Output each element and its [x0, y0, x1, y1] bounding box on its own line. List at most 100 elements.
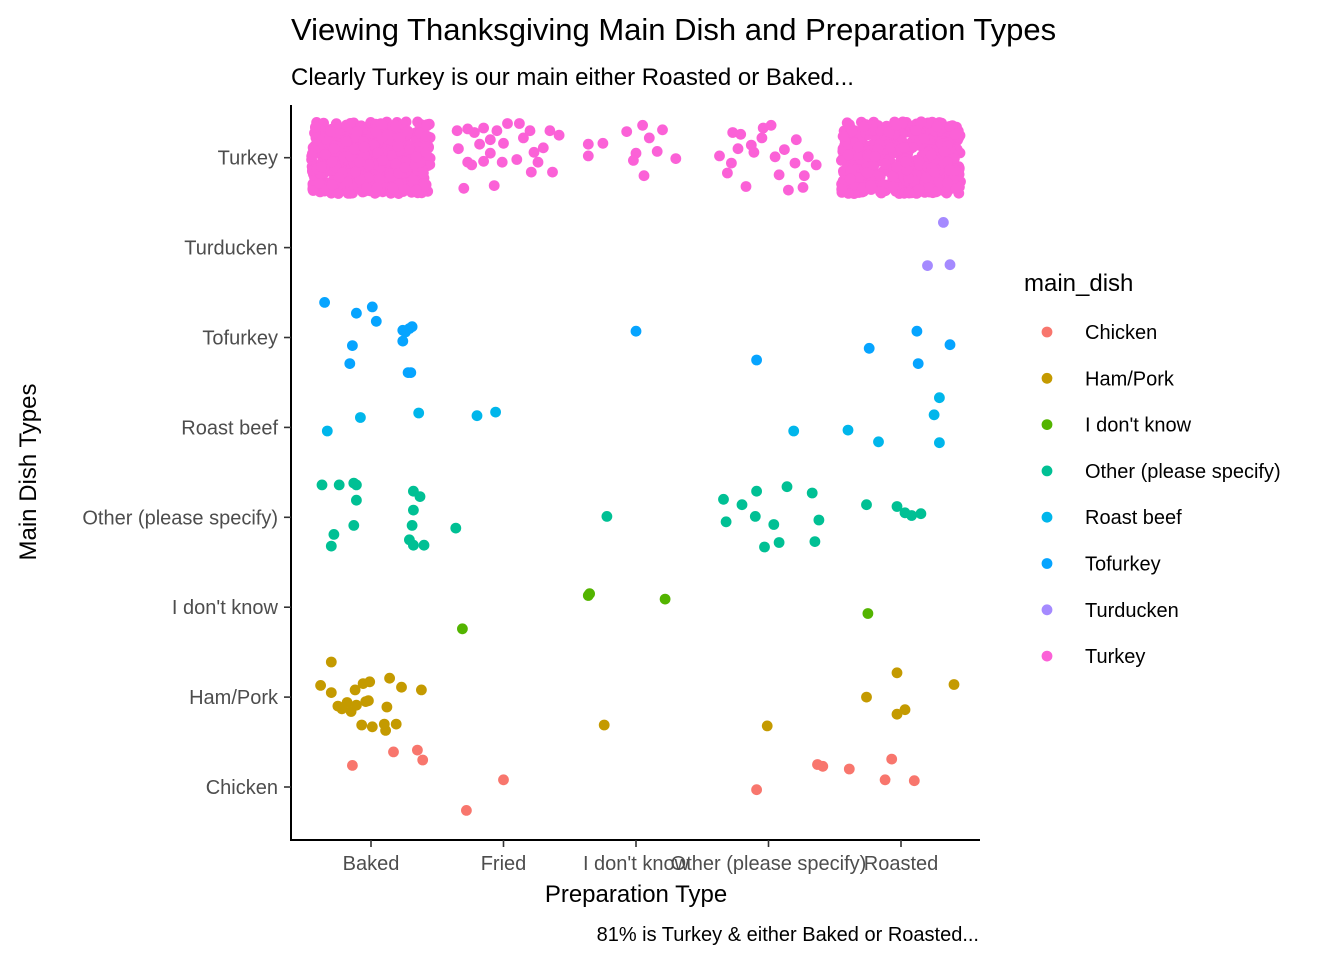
chart-caption: 81% is Turkey & either Baked or Roasted.…	[597, 924, 979, 946]
data-point	[862, 608, 874, 619]
data-point	[790, 134, 802, 146]
data-point	[900, 156, 912, 168]
legend-item-roast-beef: Roast beef	[1041, 507, 1182, 529]
data-point	[474, 138, 485, 150]
data-point	[412, 744, 423, 756]
data-point	[842, 149, 854, 161]
data-point	[364, 676, 376, 688]
data-point	[853, 172, 864, 183]
data-point	[628, 155, 639, 166]
data-point	[751, 354, 762, 366]
series-other-please-specify	[316, 477, 927, 553]
y-tick-label-i-don-t-know: I don't know	[172, 597, 279, 619]
chart-subtitle: Clearly Turkey is our main either Roaste…	[291, 64, 854, 91]
data-point	[418, 539, 430, 551]
data-point	[891, 667, 903, 679]
data-point	[411, 184, 422, 196]
data-point	[659, 593, 671, 605]
data-point	[319, 297, 330, 308]
data-point	[408, 504, 419, 516]
data-point	[462, 156, 474, 168]
data-point	[325, 540, 337, 552]
data-point	[385, 150, 397, 161]
data-point	[885, 142, 896, 154]
data-point	[781, 481, 793, 493]
legend-label-other-please-specify: Other (please specify)	[1085, 461, 1281, 483]
data-point	[944, 259, 956, 271]
x-tick-label-fried: Fried	[481, 853, 527, 875]
data-point	[914, 159, 926, 171]
legend-key-tofurkey	[1041, 558, 1053, 569]
data-point	[726, 157, 737, 169]
data-point	[651, 146, 663, 157]
data-point	[922, 260, 933, 271]
data-point	[915, 116, 927, 128]
x-tick-label-i-don-t-know: I don't know	[583, 853, 690, 875]
data-point	[912, 358, 924, 369]
data-point	[351, 494, 362, 506]
data-point	[326, 156, 338, 168]
data-point	[908, 775, 920, 787]
data-point	[528, 146, 540, 158]
data-point	[891, 119, 902, 131]
data-point	[842, 424, 854, 436]
data-point	[348, 520, 360, 531]
data-point	[751, 784, 762, 796]
data-point	[582, 138, 594, 150]
data-point	[769, 151, 781, 163]
data-point	[366, 301, 378, 313]
y-axis-title: Main Dish Types	[15, 384, 42, 561]
data-point	[363, 159, 375, 171]
data-point	[484, 134, 496, 146]
legend-key-turkey	[1041, 650, 1053, 662]
legend-key-roast-beef	[1041, 511, 1053, 523]
data-point	[457, 623, 468, 635]
data-point	[413, 407, 425, 419]
data-point	[817, 760, 829, 772]
data-point	[798, 170, 810, 182]
data-point	[421, 120, 433, 132]
series-chicken	[347, 744, 920, 816]
y-tick-label-tofurkey: Tofurkey	[202, 328, 278, 350]
data-point	[469, 127, 480, 138]
data-point	[756, 132, 768, 144]
data-point	[880, 158, 891, 170]
data-point	[351, 307, 362, 319]
data-point	[930, 186, 942, 198]
data-point	[783, 184, 794, 196]
data-point	[718, 493, 729, 505]
data-point	[387, 182, 399, 194]
data-point	[458, 182, 470, 194]
data-point	[356, 719, 368, 731]
data-point	[888, 180, 899, 192]
data-point	[934, 392, 945, 404]
data-point	[899, 704, 911, 716]
data-point	[471, 410, 483, 422]
data-point	[537, 142, 549, 154]
data-point	[363, 695, 374, 707]
data-point	[765, 119, 777, 131]
data-point	[351, 699, 362, 711]
legend: main_dish Chicken Ham/Pork I don't know Oth…	[1024, 270, 1281, 668]
data-point	[891, 161, 902, 173]
legend-item-ham-pork: Ham/Pork	[1041, 368, 1175, 390]
data-point	[844, 173, 856, 185]
data-point	[643, 132, 655, 144]
data-point	[392, 140, 404, 152]
data-point	[942, 177, 953, 189]
data-point	[354, 156, 366, 168]
data-point	[399, 162, 411, 173]
data-point	[598, 719, 610, 731]
data-point	[768, 519, 780, 530]
data-point	[852, 141, 864, 153]
data-point	[910, 124, 922, 136]
data-point	[307, 185, 319, 196]
data-point	[532, 156, 544, 168]
legend-label-i-don-t-know: I don't know	[1085, 415, 1192, 437]
data-point	[306, 150, 318, 162]
data-point	[869, 151, 881, 163]
y-tick-label-roast-beef: Roast beef	[181, 417, 278, 439]
data-point	[773, 169, 785, 181]
data-point	[370, 315, 382, 327]
data-point	[361, 182, 373, 194]
